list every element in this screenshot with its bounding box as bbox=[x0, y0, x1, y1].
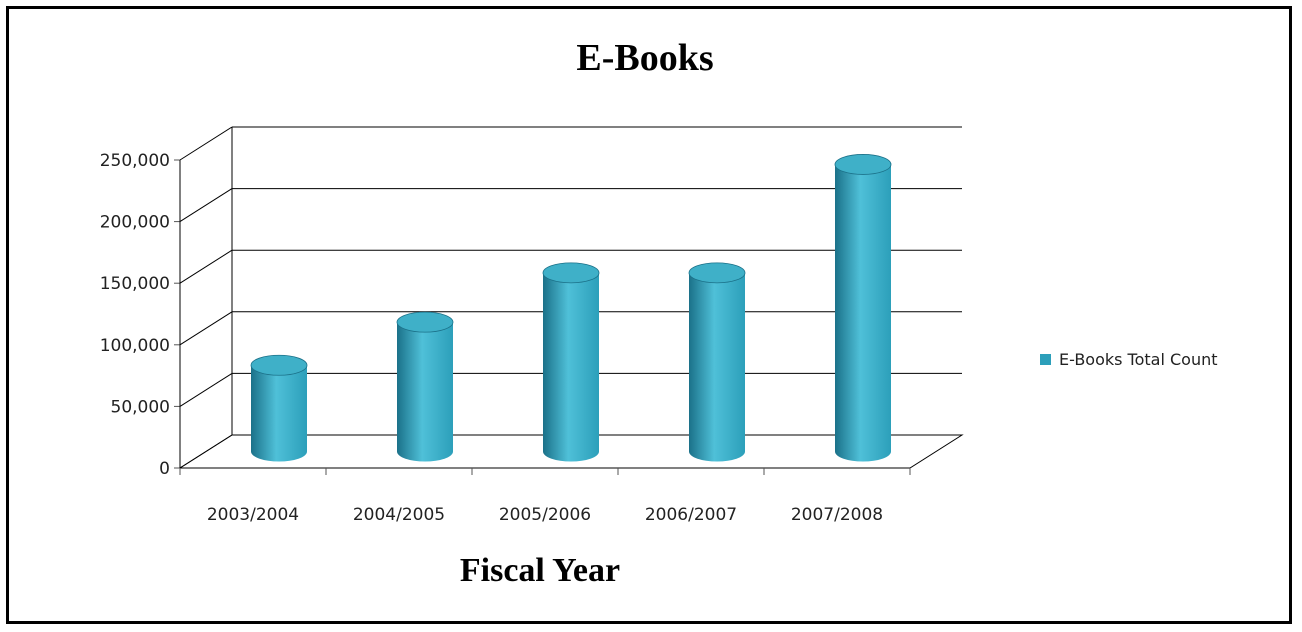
bar-top bbox=[396, 311, 454, 333]
floor bbox=[178, 434, 964, 469]
bar bbox=[250, 354, 308, 462]
legend: E-Books Total Count bbox=[1040, 350, 1218, 369]
bar bbox=[396, 311, 454, 462]
x-tick-label: 2005/2006 bbox=[499, 505, 591, 525]
bar bbox=[834, 154, 892, 462]
gridline-side bbox=[179, 311, 233, 346]
x-tick-label: 2006/2007 bbox=[645, 505, 737, 525]
x-axis-title: Fiscal Year bbox=[459, 552, 621, 589]
y-tick-label: 200,000 bbox=[100, 213, 170, 233]
bar bbox=[542, 262, 600, 462]
chart-title: E-Books bbox=[576, 37, 714, 79]
bar-top bbox=[834, 154, 892, 175]
bar-top bbox=[542, 262, 600, 284]
bar-body bbox=[251, 365, 307, 462]
gridline-side bbox=[179, 188, 233, 223]
legend-label: E-Books Total Count bbox=[1059, 350, 1218, 369]
gridline-side bbox=[179, 249, 233, 284]
bar-body bbox=[543, 272, 599, 462]
y-tick-label: 100,000 bbox=[100, 336, 170, 356]
y-tick-label: 0 bbox=[159, 459, 170, 479]
x-tick-label: 2007/2008 bbox=[791, 505, 883, 525]
x-tick-label: 2004/2005 bbox=[353, 505, 445, 525]
legend-swatch bbox=[1040, 354, 1051, 365]
gridline-side bbox=[179, 372, 233, 407]
bar-body bbox=[689, 272, 745, 462]
y-tick-label: 50,000 bbox=[111, 397, 170, 417]
y-tick-label: 150,000 bbox=[100, 274, 170, 294]
gridline-side bbox=[179, 126, 233, 161]
y-tick-label: 250,000 bbox=[100, 151, 170, 171]
bar-top bbox=[688, 262, 746, 284]
bar-body bbox=[835, 164, 891, 462]
bar-top bbox=[250, 354, 308, 376]
chart-frame bbox=[6, 6, 1292, 624]
bar-body bbox=[397, 322, 453, 462]
bar bbox=[688, 262, 746, 462]
x-tick-label: 2003/2004 bbox=[207, 505, 299, 525]
